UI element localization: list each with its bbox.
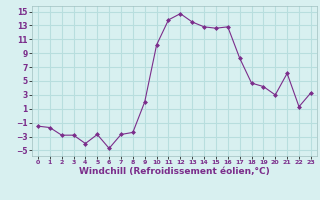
X-axis label: Windchill (Refroidissement éolien,°C): Windchill (Refroidissement éolien,°C) [79,167,270,176]
